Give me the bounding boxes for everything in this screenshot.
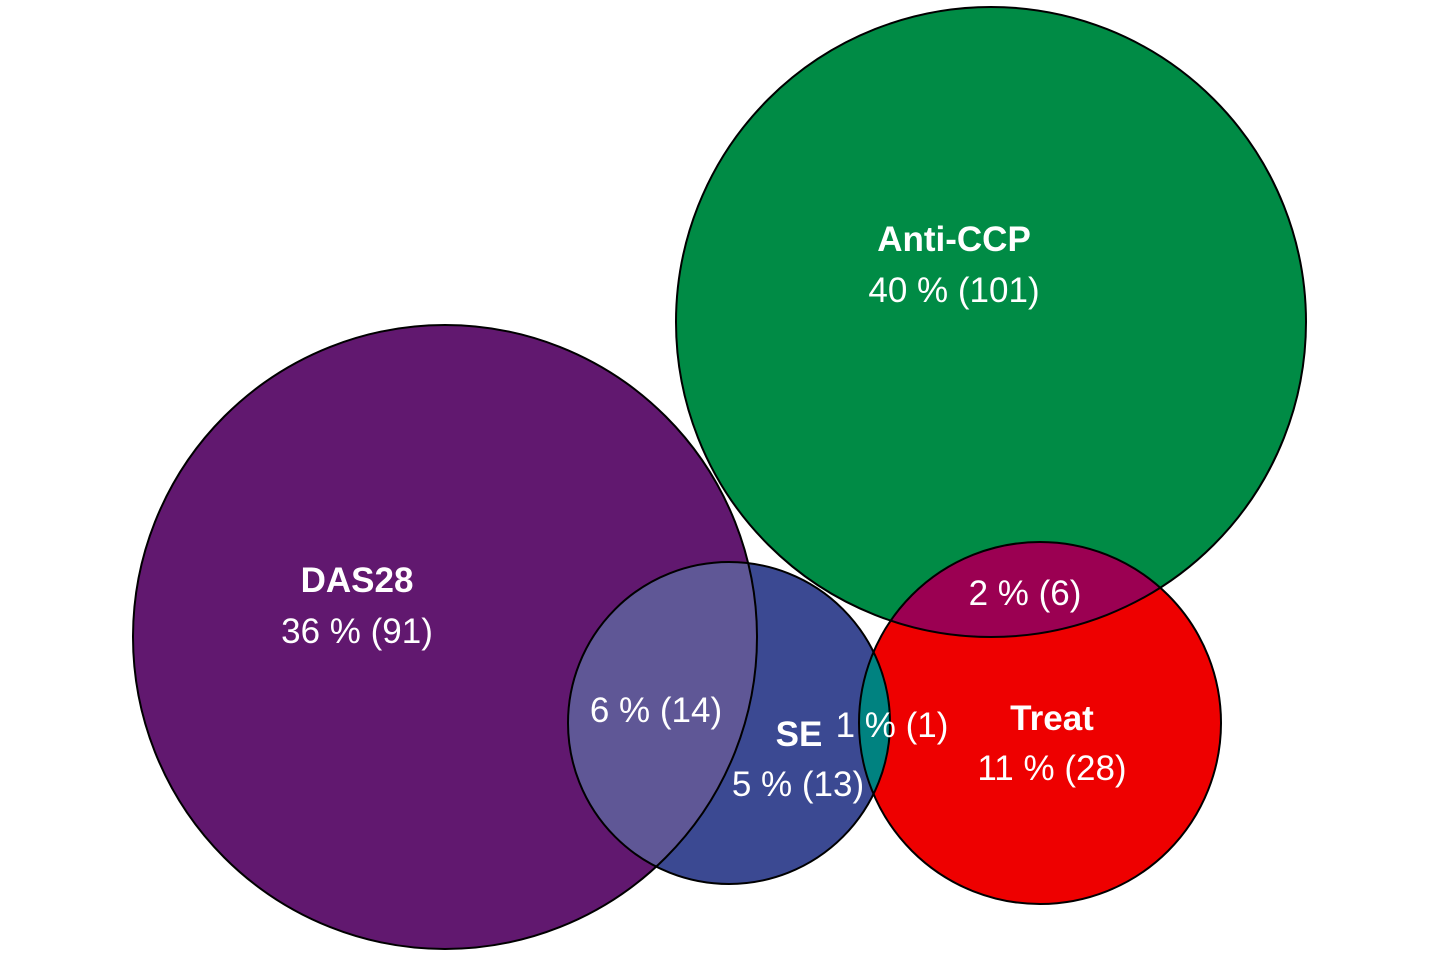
- overlap-das28-se: [568, 562, 757, 884]
- se-treat-value: 1 % (1): [836, 706, 949, 745]
- das28-se-value: 6 % (14): [590, 691, 722, 730]
- outline-das28: [132, 324, 758, 950]
- outline-se: [567, 561, 891, 885]
- treat-name: Treat: [1010, 699, 1094, 738]
- outline-treat: [858, 541, 1222, 905]
- se-name: SE: [776, 715, 823, 754]
- outline-anti-ccp: [675, 6, 1307, 638]
- das28-value: 36 % (91): [281, 612, 433, 651]
- anti-ccp-value: 40 % (101): [868, 271, 1039, 310]
- anti-ccp-treat-value: 2 % (6): [969, 574, 1082, 613]
- se-value: 5 % (13): [732, 765, 864, 804]
- anti-ccp-name: Anti-CCP: [877, 220, 1031, 259]
- das28-name: DAS28: [301, 561, 414, 600]
- outlines: [132, 6, 1307, 950]
- circle-anti-ccp: [676, 7, 1306, 637]
- treat-value: 11 % (28): [977, 749, 1126, 788]
